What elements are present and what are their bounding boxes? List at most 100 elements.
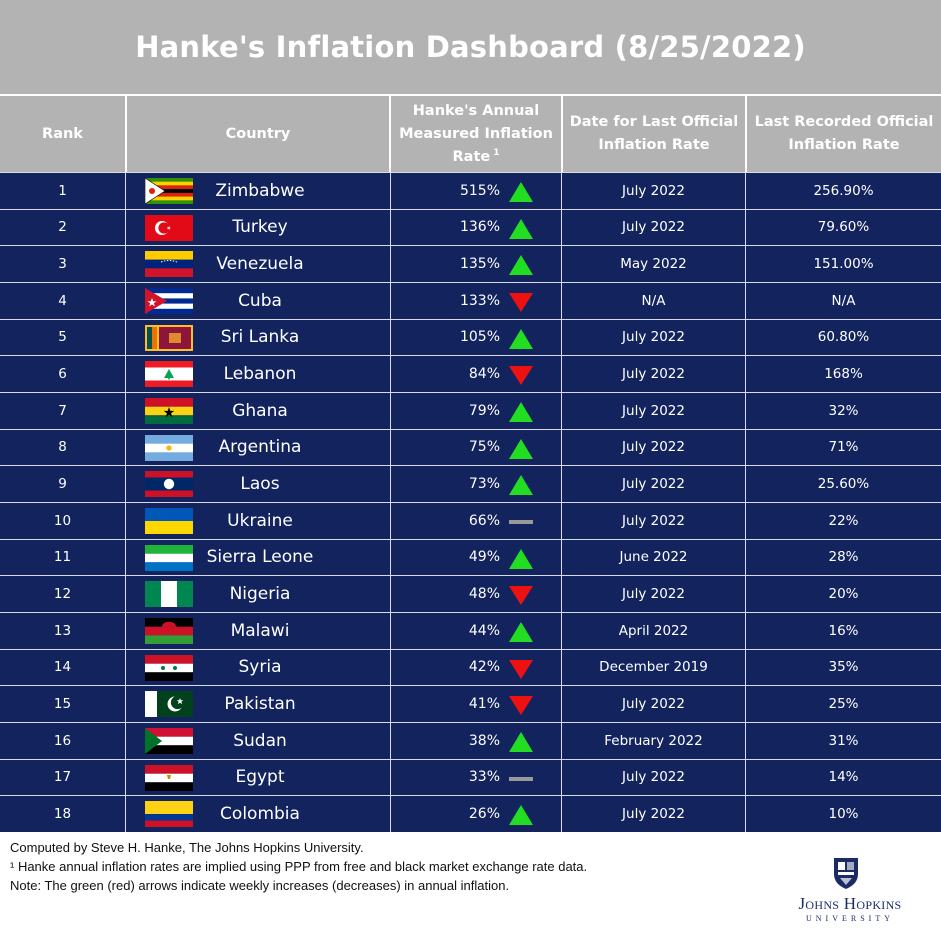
column-divider [561,319,562,356]
header-date-line1: Date for Last Official [569,114,739,130]
footer-note: Note: The green (red) arrows indicate we… [10,878,510,893]
up-arrow-icon [508,548,534,570]
column-divider [561,723,562,759]
sudan-flag-icon [145,728,193,754]
row-official-rate: 35% [828,659,859,676]
column-divider [125,723,126,759]
table-row: 1 Zimbabwe 515% July 2022 256.90% [0,172,941,209]
column-divider [390,503,391,539]
row-official-date: July 2022 [622,585,685,602]
column-divider [390,466,391,502]
footnote-marker: 1 [493,147,500,158]
row-official-date: July 2022 [622,695,685,712]
header-divider [745,96,747,172]
column-divider [745,759,746,796]
column-divider [745,723,746,759]
row-official-date: July 2022 [622,182,685,199]
column-divider [745,539,746,576]
table-row: 3 Venezuela 135% May 2022 151.00% [0,245,941,282]
jhu-logo-sub: University [806,914,894,923]
row-rank: 13 [53,622,72,639]
column-divider [561,356,562,392]
table-row: 17 Egypt 33% July 2022 14% [0,758,941,796]
table-row: 9 Laos 73% July 2022 25.60% [0,465,941,502]
column-divider [125,393,126,429]
row-country: Laos [240,473,280,494]
header-official-line1: Last Recorded Official [754,114,934,130]
row-official-date: February 2022 [604,732,703,749]
row-official-rate: 22% [828,512,859,529]
column-divider [745,686,746,722]
column-divider [390,796,391,832]
table-row: 15 Pakistan 41% July 2022 25% [0,685,941,722]
row-hanke-rate: 49% [468,549,500,566]
table-row: 14 Syria 42% December 2019 35% [0,648,941,686]
row-rank: 3 [58,255,67,272]
header-hanke-line2: Measured Inflation [399,125,553,142]
column-divider [745,429,746,466]
row-hanke-rate: 38% [468,732,500,749]
venezuela-flag-icon [145,251,193,278]
jhu-shield-icon [834,858,858,889]
row-hanke-rate: 26% [468,805,500,822]
row-country: Sierra Leone [206,547,314,568]
column-divider [125,759,126,796]
row-hanke-rate: 73% [468,475,500,492]
up-arrow-icon [508,181,534,203]
row-rank: 16 [53,732,72,749]
row-official-rate: 25.60% [817,475,870,492]
jhu-logo-name: Johns Hopkins [798,894,902,913]
column-divider [745,393,746,429]
row-rank: 8 [58,439,67,456]
column-divider [125,283,126,319]
column-divider [125,246,126,282]
row-rank: 2 [58,219,67,236]
header-official-line2: Inflation Rate [788,137,900,153]
up-arrow-icon [508,474,534,496]
row-official-rate: 28% [828,549,859,566]
row-official-date: July 2022 [622,475,685,492]
column-divider [561,686,562,722]
table-row: 13 Malawi 44% April 2022 16% [0,612,941,649]
column-divider [561,649,562,686]
column-divider [561,759,562,796]
header-hanke-rate: Hanke's Annual Measured Inflation Rate 1 [391,96,561,172]
header-hanke-line1: Hanke's Annual [412,102,540,119]
row-official-date: June 2022 [619,549,688,566]
header-rank: Rank [42,125,83,142]
argentina-flag-icon [145,434,193,461]
column-divider [561,209,562,246]
malawi-flag-icon [145,618,193,644]
row-official-date: July 2022 [622,365,685,382]
row-hanke-rate: 33% [468,769,500,786]
flat-dash-icon [508,511,534,533]
turkey-flag-icon [145,214,193,241]
column-divider [125,466,126,502]
row-country: Argentina [218,437,302,458]
row-hanke-rate: 66% [468,512,500,529]
row-country: Cuba [238,290,282,311]
column-divider [390,723,391,759]
column-divider [125,429,126,466]
column-divider [745,283,746,319]
column-divider [745,319,746,356]
row-official-rate: 151.00% [813,255,874,272]
footer-footnote: ¹ Hanke annual inflation rates are impli… [10,859,588,874]
lebanon-flag-icon [145,361,193,388]
row-official-date: April 2022 [618,622,689,639]
row-official-rate: 256.90% [813,182,874,199]
row-rank: 5 [58,329,67,346]
table-row: 5 Sri Lanka 105% July 2022 60.80% [0,318,941,356]
table-row: 6 Lebanon 84% July 2022 168% [0,355,941,392]
column-divider [745,503,746,539]
footer-credit: Computed by Steve H. Hanke, The Johns Ho… [10,840,364,855]
column-divider [390,393,391,429]
row-rank: 14 [53,659,72,676]
pakistan-flag-icon [145,691,193,718]
column-divider [125,613,126,649]
row-hanke-rate: 79% [468,402,500,419]
header-date-line2: Inflation Rate [598,137,710,153]
row-official-date: July 2022 [622,512,685,529]
column-divider [390,576,391,612]
